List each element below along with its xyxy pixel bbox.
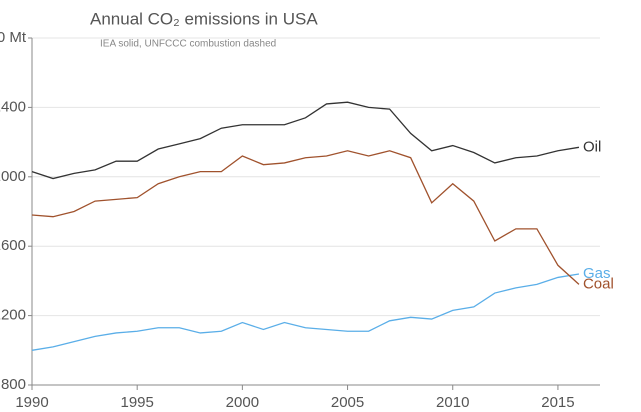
y-tick-label: 2400 — [0, 98, 26, 115]
x-tick-label: 2005 — [331, 394, 364, 411]
y-tick-label: 800 — [1, 376, 26, 393]
x-tick-label: 2010 — [436, 394, 469, 411]
y-tick-label: 1600 — [0, 237, 26, 254]
series-line — [31, 101, 580, 180]
x-tick-label: 1990 — [15, 394, 48, 411]
x-tick-label: 2000 — [226, 394, 259, 411]
y-tick-label: 2800 Mt — [0, 29, 27, 46]
series-line — [31, 150, 580, 285]
series-line — [31, 273, 580, 351]
series-label: Gas — [583, 265, 611, 282]
chart-subtitle: IEA solid, UNFCCC combustion dashed — [100, 39, 276, 50]
chart-title: Annual CO₂ emissions in USA — [90, 9, 318, 28]
y-tick-label: 1200 — [0, 307, 26, 324]
series-label: Coal — [583, 275, 614, 292]
x-tick-label: 2015 — [541, 394, 574, 411]
x-tick-label: 1995 — [120, 394, 153, 411]
series-label: Oil — [583, 138, 601, 155]
y-tick-label: 2000 — [0, 168, 26, 185]
